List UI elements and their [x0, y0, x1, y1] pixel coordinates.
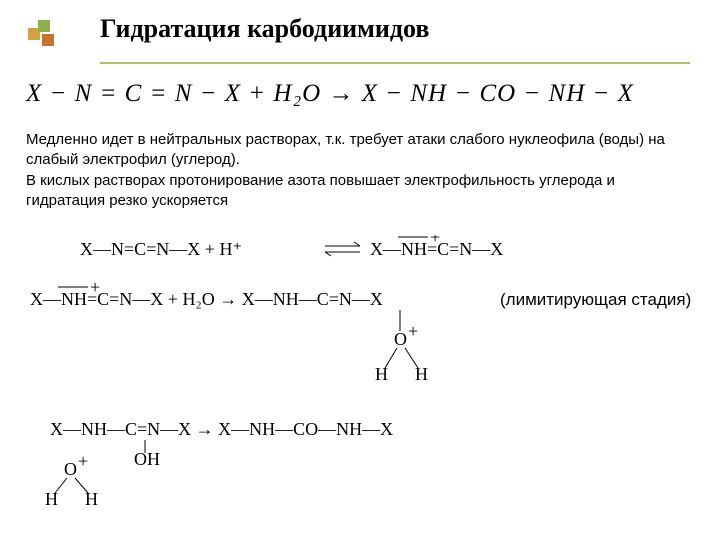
logo-square-3 [42, 34, 54, 46]
svg-text:X—N=C=N—X + H⁺: X—N=C=N—X + H⁺ [80, 239, 242, 259]
svg-text:H: H [415, 364, 428, 384]
svg-text:X—NH=C=N—X + H₂O → X—NH—C=N—X: X—NH=C=N—X + H₂O → X—NH—C=N—X [30, 289, 383, 309]
svg-text:+: + [90, 277, 100, 297]
svg-text:H: H [85, 489, 98, 509]
svg-text:OH: OH [134, 449, 160, 469]
svg-text:+: + [430, 235, 440, 247]
svg-text:X—NH—C=N—X → X—NH—CO—NH—X: X—NH—C=N—X → X—NH—CO—NH—X [50, 419, 393, 439]
svg-text:(лимитирующая стадия): (лимитирующая стадия) [500, 290, 691, 309]
mechanism-diagram: X—N=C=N—X + H⁺X—NH=C=N—X+X—NH=C=N—X + H₂… [0, 235, 720, 515]
svg-text:O: O [394, 329, 407, 349]
logo-square-2 [38, 20, 50, 32]
svg-text:H: H [375, 364, 388, 384]
svg-text:+: + [78, 451, 88, 471]
svg-text:O: O [64, 459, 77, 479]
svg-text:H: H [45, 489, 58, 509]
title-block: Гидратация карбодиимидов [100, 14, 690, 48]
main-equation: X − N = C = N − X + H₂O → X − NH − CO − … [26, 80, 634, 108]
brand-logo [28, 20, 58, 50]
page-title: Гидратация карбодиимидов [100, 14, 690, 48]
body-paragraph: Медленно идет в нейтральных растворах, т… [26, 130, 694, 211]
title-underline [100, 62, 690, 64]
svg-text:+: + [408, 321, 418, 341]
